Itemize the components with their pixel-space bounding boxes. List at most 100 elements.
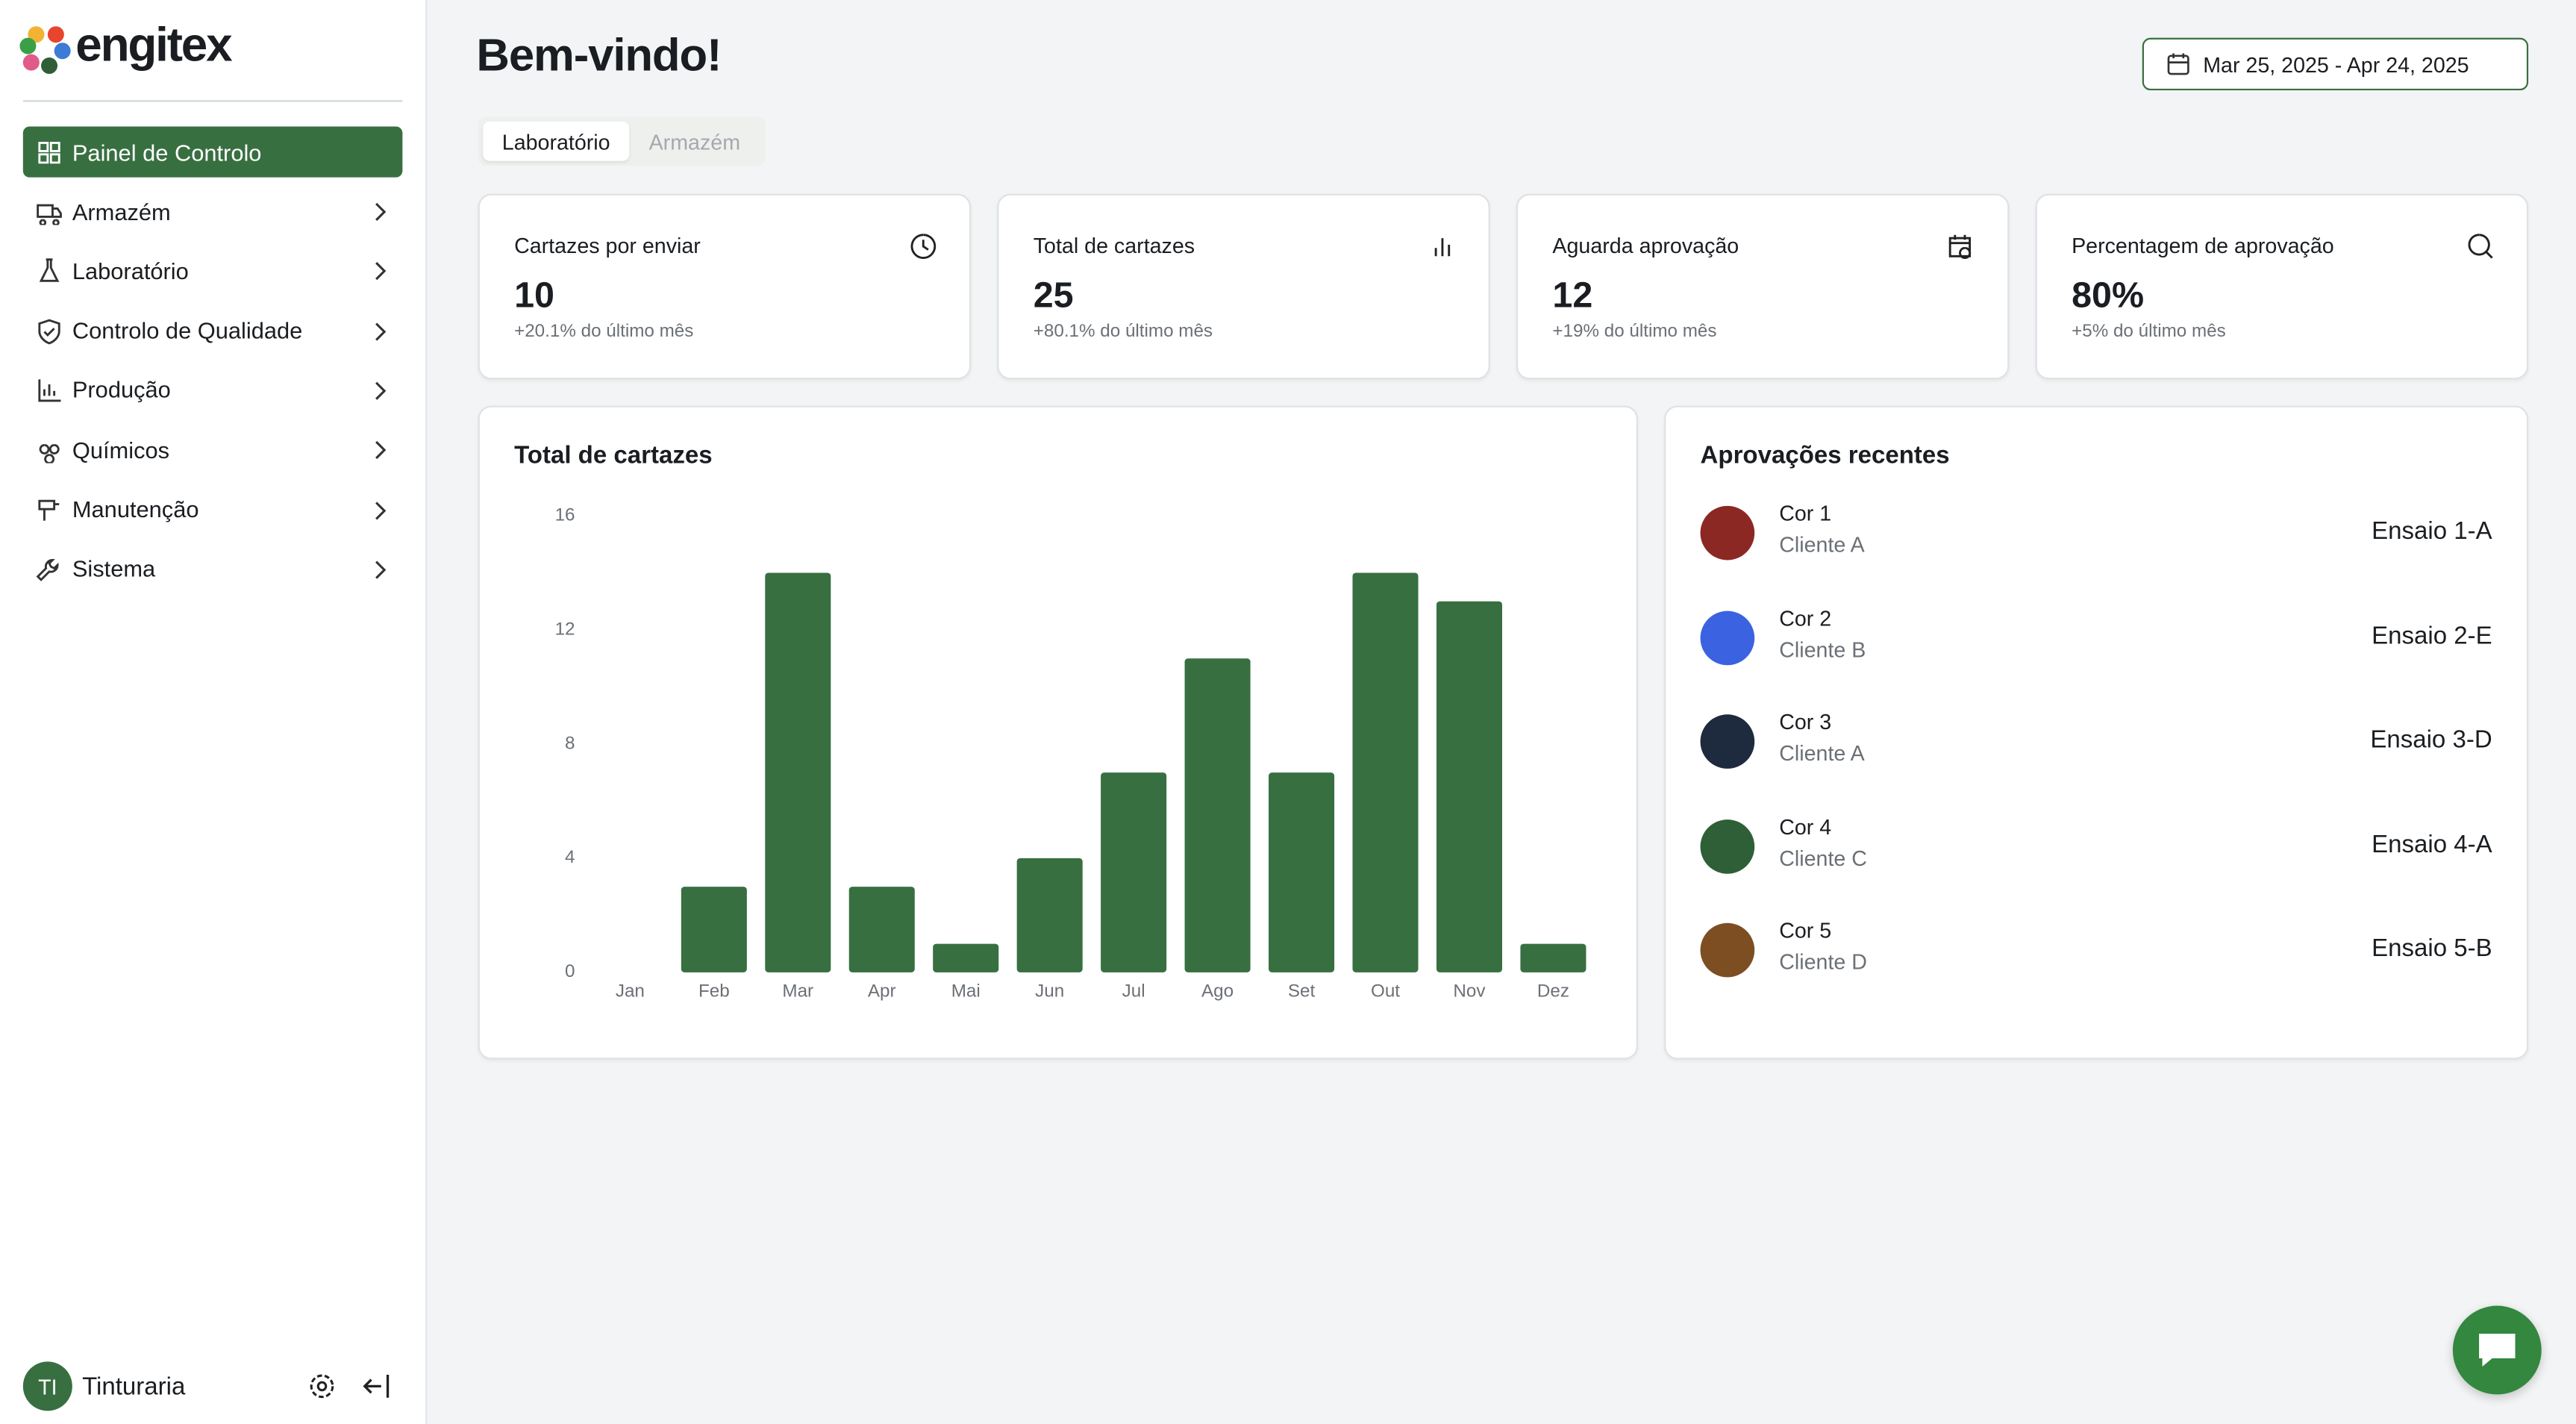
approval-name: Cor 2 (1779, 605, 1832, 630)
nav-item[interactable]: Sistema (23, 543, 403, 594)
chat-icon (2479, 1333, 2516, 1367)
bar (1184, 658, 1251, 972)
approval-client: Cliente C (1779, 845, 1867, 870)
nav-icon (36, 558, 59, 581)
nav-icon (39, 258, 60, 283)
nav-item[interactable]: Químicos (23, 424, 403, 475)
icon-path (39, 444, 60, 464)
x-tick-label: Out (1371, 981, 1400, 1002)
nav-label: Produção (72, 376, 171, 404)
chevron (375, 202, 387, 221)
chevron-path (375, 381, 387, 400)
stat-icon (1948, 234, 1972, 259)
nav-item[interactable]: Laboratório (23, 246, 403, 296)
brand: engitex (75, 19, 232, 72)
nav-item[interactable]: Controlo de Qualidade (23, 305, 403, 355)
settings-button[interactable] (307, 1372, 337, 1402)
stat-card: Percentagem de aprovação 80% +5% do último… (2035, 193, 2529, 380)
y-tick-label: 12 (555, 619, 575, 639)
sidebar: engitex Painel de Controlo Armazém Laborat… (0, 0, 428, 1424)
icon-path (38, 318, 60, 344)
nav-label: Painel de Controlo (72, 138, 262, 166)
user-name: Tinturaria (82, 1373, 186, 1402)
color-swatch (1700, 922, 1755, 978)
chevron (375, 322, 387, 340)
chevron-path (375, 322, 387, 340)
approval-test: Ensaio 1-A (2372, 517, 2492, 546)
bar (1352, 572, 1419, 972)
stat-value: 12 (1552, 274, 1593, 316)
nav-item[interactable]: Painel de Controlo (22, 126, 403, 178)
x-tick-label: Apr (868, 981, 896, 1002)
approvals-title: Aprovações recentes (1700, 441, 1950, 470)
icon-path (910, 234, 937, 259)
avatar[interactable]: TI (22, 1361, 72, 1411)
nav-icon (38, 318, 60, 344)
stat-value: 80% (2072, 274, 2145, 316)
icon-path (36, 558, 59, 581)
bar (933, 943, 999, 972)
stat-card: Total de cartazes 25 +80.1% do último mês (997, 193, 1490, 380)
stat-change: +20.1% do último mês (514, 322, 694, 342)
y-tick-label: 4 (565, 847, 575, 867)
approval-client: Cliente B (1779, 636, 1866, 661)
nav-label: Químicos (72, 436, 170, 463)
tabs: Laboratório Armazém (478, 116, 766, 166)
nav-icon (38, 142, 60, 164)
stat-change: +80.1% do último mês (1033, 322, 1213, 342)
approval-client: Cliente A (1779, 740, 1865, 766)
collapse-button[interactable] (361, 1372, 391, 1402)
nav-item[interactable]: Produção (23, 364, 403, 415)
icon-path (2468, 234, 2493, 259)
date-range-button[interactable]: Mar 25, 2025 - Apr 24, 2025 (2142, 37, 2529, 91)
chevron-path (375, 441, 387, 460)
x-tick-label: Jul (1122, 981, 1145, 1002)
stat-card: Aguarda aprovação 12 +19% do último mês (1516, 193, 2010, 380)
approval-client: Cliente A (1779, 532, 1865, 558)
approval-test: Ensaio 4-A (2372, 830, 2492, 858)
stat-icon (910, 234, 937, 259)
chart-title: Total de cartazes (514, 441, 713, 470)
nav-label: Manutenção (72, 496, 199, 522)
x-tick-label: Jun (1035, 981, 1064, 1002)
date-range: Mar 25, 2025 - Apr 24, 2025 (2203, 51, 2469, 77)
bar (1436, 601, 1502, 972)
tab[interactable]: Armazém (648, 129, 741, 154)
icon-path (1434, 238, 1451, 257)
nav-item[interactable]: Manutenção (23, 484, 403, 534)
nav-icon (39, 444, 60, 464)
chat-button[interactable] (2452, 1305, 2542, 1395)
color-swatch (1700, 610, 1755, 665)
icon-path (38, 499, 60, 520)
bar (1016, 858, 1083, 972)
stat-card: Cartazes por enviar 10 +20.1% do último mê… (478, 193, 972, 380)
chart-card: Total de cartazes 0 4 8 12 16 Jan Feb Mar Apr Mai… (478, 405, 1638, 1060)
icon-path (1948, 234, 1972, 259)
chevron-path (375, 202, 387, 221)
nav-item[interactable]: Armazém (23, 186, 403, 237)
stat-change: +5% do último mês (2072, 322, 2226, 342)
chevron (375, 501, 387, 519)
nav-label: Armazém (72, 198, 171, 225)
chevron (375, 560, 387, 579)
stat-icon (1434, 238, 1451, 257)
color-swatch (1700, 714, 1755, 769)
x-tick-label: Dez (1537, 981, 1569, 1002)
chevron-path (375, 560, 387, 579)
y-tick-label: 16 (555, 505, 575, 525)
stat-label: Total de cartazes (1033, 233, 1195, 258)
chevron (375, 381, 387, 400)
bar (1520, 943, 1586, 972)
chevron (375, 441, 387, 460)
x-tick-label: Mar (782, 981, 813, 1002)
y-tick-label: 8 (565, 733, 575, 753)
calendar-icon (2167, 53, 2189, 75)
approvals-card: Aprovações recentes Cor 1 Cliente A Ensaio… (1664, 405, 2529, 1060)
stat-change: +19% do último mês (1552, 322, 1717, 342)
icon-path (39, 258, 60, 283)
tab-active[interactable]: Laboratório (483, 121, 630, 161)
icon-path (38, 379, 61, 402)
x-tick-label: Set (1288, 981, 1316, 1002)
color-swatch (1700, 505, 1755, 560)
